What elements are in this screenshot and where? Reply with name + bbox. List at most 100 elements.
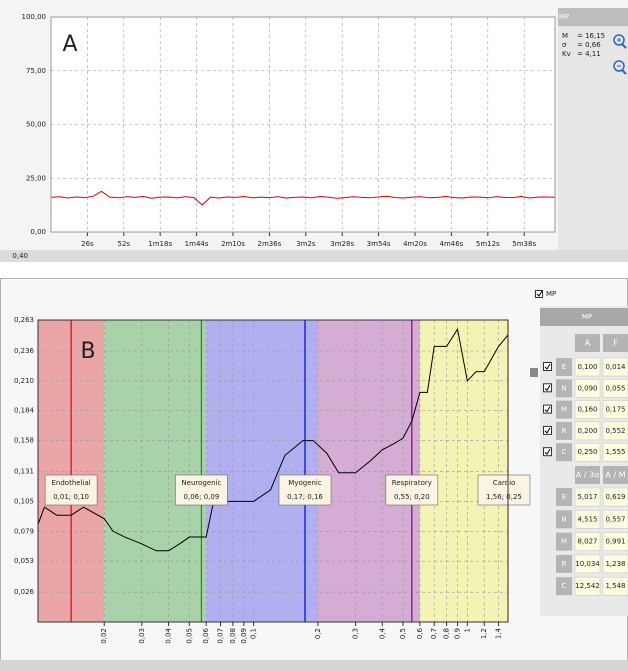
annotation-value: 0,17; 0,16: [287, 493, 323, 501]
y-tick-label: 0,236: [14, 347, 35, 355]
row-checkbox[interactable]: [543, 383, 552, 393]
annotation-value: 0,55; 0,20: [394, 493, 430, 501]
plot-frame: [37, 319, 509, 623]
x-tick-label: 0,7: [430, 628, 438, 639]
value-cell: [602, 421, 628, 441]
checkbox-box: [543, 404, 552, 414]
y-tick-label: 0,053: [14, 557, 34, 565]
table-header: [540, 308, 628, 326]
zoom-in[interactable]: [613, 34, 627, 49]
x-tick-label: 1,4: [495, 627, 503, 639]
data-line: [50, 190, 556, 206]
y-tick-label: 0,263: [14, 316, 34, 324]
x-tick-label: 4m46s: [439, 240, 463, 248]
row-key: N: [561, 515, 566, 523]
row-key: R: [562, 560, 567, 568]
column-header: A: [585, 339, 591, 348]
x-tick-label: 0,1: [250, 628, 258, 639]
value-cell: [574, 378, 601, 398]
band: [206, 320, 318, 622]
y-tick-label: 0,00: [30, 228, 46, 236]
row-key: R: [562, 427, 567, 435]
chart-title: B: [80, 339, 95, 364]
row-key-cell: [556, 421, 572, 440]
cell-value: 1,238: [605, 560, 625, 568]
x-tick-label: 2m10s: [221, 240, 245, 248]
x-tick-label: 0,05: [185, 628, 193, 644]
side-header-a: [558, 8, 628, 26]
annotation-box: [175, 474, 228, 506]
annotation-name: Respiratory: [392, 479, 432, 487]
copy-icon[interactable]: [530, 368, 538, 377]
stat-value: = 4,11: [577, 50, 601, 58]
column-header: A / 3σ: [576, 471, 599, 480]
row-key: E: [562, 363, 566, 371]
band: [317, 320, 420, 622]
y-tick-label: 0,184: [14, 407, 35, 415]
value-cell: [602, 442, 628, 462]
value-cell: [574, 442, 601, 462]
column-header: F: [613, 339, 618, 348]
x-tick-label: 1m18s: [148, 240, 172, 248]
x-tick-label: 0,2: [314, 628, 322, 639]
cell-value: 0,250: [577, 448, 597, 456]
column-header: A / M: [605, 471, 625, 480]
cell-value: 12,542: [575, 582, 600, 590]
x-tick-label: 2m36s: [257, 240, 281, 248]
value-cell: [574, 357, 601, 377]
column-header-cell: [575, 466, 600, 484]
checkbox[interactable]: [535, 290, 543, 298]
checkbox-box: [543, 447, 552, 457]
x-tick-label: 0,3: [352, 628, 360, 639]
cell-value: 0,991: [605, 538, 625, 546]
x-tick-label: 0,5: [399, 628, 407, 639]
x-tick-label: 0,02: [100, 628, 108, 644]
cell-value: 8,027: [577, 538, 597, 546]
row-key-cell: [556, 532, 572, 551]
row-checkbox[interactable]: [543, 447, 552, 457]
checkbox-tick: [544, 427, 551, 434]
x-tick-label: 4m20s: [403, 240, 427, 248]
cell-value: 0,557: [605, 515, 625, 523]
cell-value: 0,619: [605, 493, 625, 501]
side-panel-a: [558, 8, 628, 250]
row-checkbox[interactable]: [543, 425, 552, 435]
x-tick-label: 0,9: [454, 628, 462, 639]
cell-value: 5,017: [577, 493, 597, 501]
y-tick-label: 0,105: [14, 497, 34, 505]
cut-tick-label: 0,40: [12, 252, 28, 260]
cell-value: 0,090: [577, 384, 597, 392]
zoom-out[interactable]: [613, 60, 627, 75]
stat-value: = 0,66: [577, 41, 601, 49]
cell-value: 10,034: [575, 560, 600, 568]
value-cell: [574, 400, 601, 419]
value-cell: [574, 532, 601, 551]
annotation-value: 0,06; 0,09: [184, 493, 220, 501]
value-cell: [602, 576, 628, 596]
data-line: [37, 327, 509, 552]
value-cell: [602, 532, 628, 551]
x-tick-label: 3m54s: [367, 240, 391, 248]
row-key: E: [562, 493, 566, 501]
cell-value: 4,515: [577, 515, 597, 523]
value-cell: [574, 509, 601, 529]
row-key-cell: [556, 358, 572, 376]
row-key: M: [561, 538, 567, 546]
y-tick-label: 75,00: [26, 67, 46, 75]
x-tick-label: 0,8: [443, 628, 451, 639]
x-tick-label: 3m2s: [296, 240, 316, 248]
cell-value: 0,100: [577, 363, 597, 371]
x-tick-label: 0,06: [202, 627, 210, 643]
cell-value: 0,552: [605, 427, 625, 435]
y-tick-label: 25,00: [26, 174, 46, 182]
row-checkbox[interactable]: [543, 362, 552, 371]
row-checkbox[interactable]: [543, 404, 552, 414]
value-cell: [602, 487, 628, 507]
annotation-box: [278, 474, 332, 506]
checkbox-tick: [544, 385, 551, 392]
checkbox-box: [543, 383, 552, 393]
row-key: C: [562, 582, 567, 590]
x-tick-label: 1: [463, 628, 471, 632]
cell-value: 0,055: [605, 384, 625, 392]
